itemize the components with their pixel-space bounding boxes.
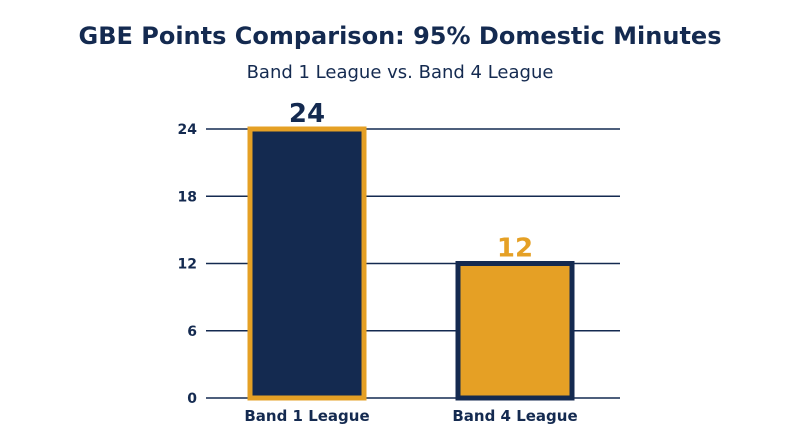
y-tick-label: 6	[187, 324, 197, 340]
data-label: 24	[289, 99, 325, 129]
bar	[455, 261, 575, 401]
y-tick-label: 0	[187, 391, 197, 407]
bar	[247, 126, 367, 401]
x-category-label: Band 1 League	[244, 407, 369, 425]
chart-title: GBE Points Comparison: 95% Domestic Minu…	[78, 22, 722, 50]
x-category-label: Band 4 League	[452, 407, 577, 425]
chart-subtitle: Band 1 League vs. Band 4 League	[246, 62, 554, 83]
y-tick-label: 24	[178, 122, 198, 138]
y-tick-label: 12	[178, 257, 197, 273]
data-label: 12	[497, 234, 533, 264]
y-tick-label: 18	[178, 189, 197, 205]
